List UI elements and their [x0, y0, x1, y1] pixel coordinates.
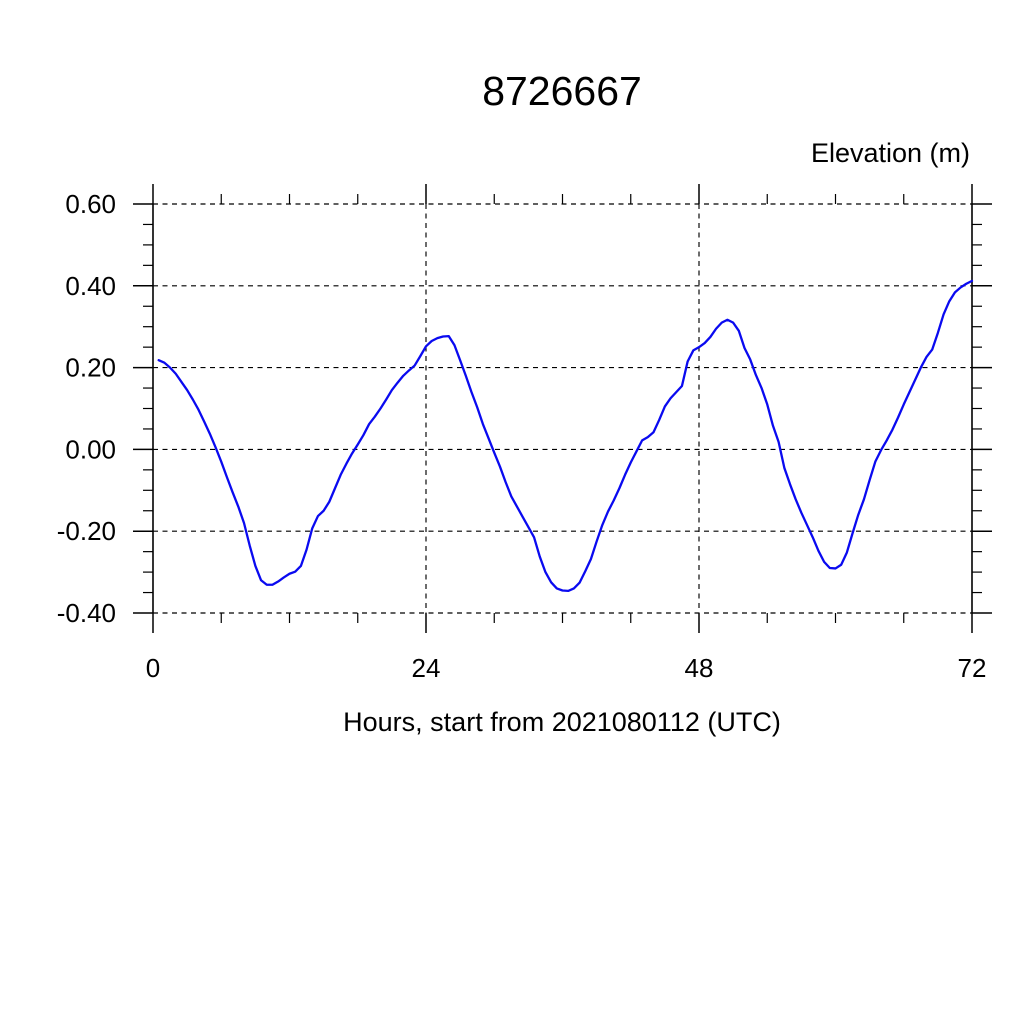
x-tick-label: 0 — [146, 653, 160, 683]
y-tick-label: 0.00 — [65, 434, 116, 464]
tick-labels: 0.60 0.40 0.20 0.00 -0.20 -0.40 0 24 48 72 — [57, 189, 987, 683]
chart-title: 8726667 — [482, 68, 642, 114]
x-tick-label: 72 — [958, 653, 987, 683]
axes — [152, 204, 973, 613]
y-tick-label: -0.20 — [57, 516, 116, 546]
y-tick-label: -0.40 — [57, 598, 116, 628]
y-tick-label: 0.40 — [65, 271, 116, 301]
y-tick-label: 0.60 — [65, 189, 116, 219]
x-axis-title: Hours, start from 2021080112 (UTC) — [343, 707, 781, 737]
x-tick-label: 24 — [412, 653, 441, 683]
elevation-line — [157, 279, 974, 593]
y-axis-title: Elevation (m) — [811, 138, 970, 168]
y-tick-label: 0.20 — [65, 353, 116, 383]
x-tick-label: 48 — [685, 653, 714, 683]
tick-marks — [133, 184, 992, 633]
gridlines — [153, 203, 972, 614]
data-series — [157, 279, 974, 593]
